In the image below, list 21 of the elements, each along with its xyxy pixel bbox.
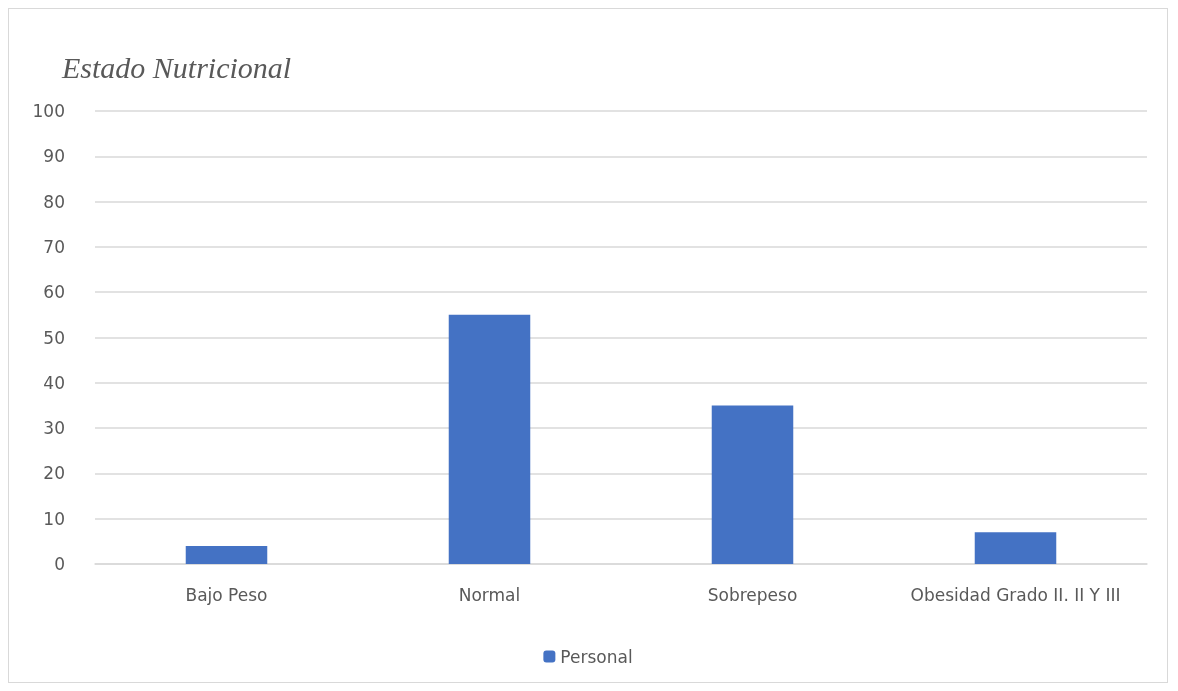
x-tick-label: Obesidad Grado II. II Y III <box>910 584 1121 605</box>
y-tick-label: 30 <box>43 418 65 439</box>
y-tick-label: 20 <box>43 463 65 484</box>
y-tick-label: 90 <box>43 146 65 167</box>
bar <box>448 314 531 564</box>
y-tick-label: 60 <box>43 282 65 303</box>
y-tick-label: 100 <box>32 101 65 121</box>
x-tick-label: Normal <box>458 584 521 605</box>
bar <box>185 545 268 564</box>
x-tick-label: Sobrepeso <box>707 584 798 605</box>
y-tick-label: 10 <box>43 508 65 529</box>
y-tick-label: 80 <box>43 191 65 212</box>
y-tick-label: 70 <box>43 236 65 257</box>
y-tick-label: 0 <box>54 554 65 574</box>
chart-title: Estado Nutricional <box>61 50 292 84</box>
legend-label: Personal <box>560 646 633 667</box>
x-tick-label: Bajo Peso <box>185 584 268 605</box>
y-tick-label: 50 <box>43 327 65 348</box>
y-tick-label: 40 <box>43 372 65 393</box>
bar <box>711 405 794 564</box>
bar <box>974 532 1057 564</box>
